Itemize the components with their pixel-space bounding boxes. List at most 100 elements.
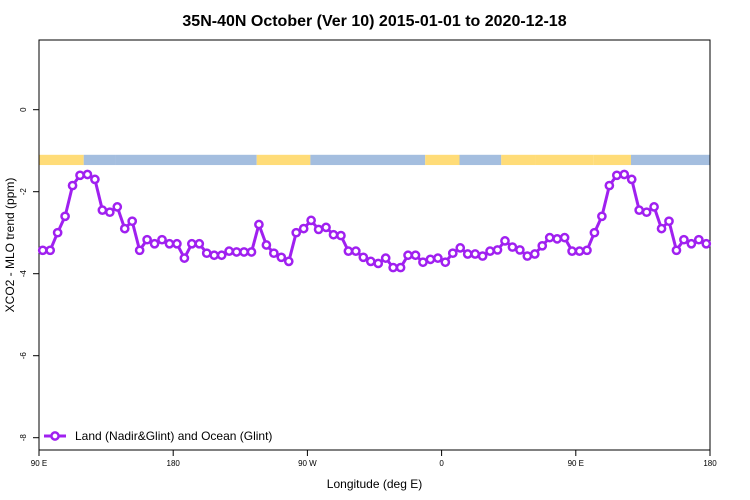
x-tick-label: 0: [439, 459, 444, 468]
data-point: [97, 205, 108, 215]
data-point: [373, 258, 384, 269]
data-point: [529, 249, 540, 259]
data-point: [649, 202, 659, 212]
data-point: [477, 251, 488, 261]
data-point: [179, 253, 190, 263]
data-point: [194, 238, 205, 249]
x-tick-label: 90 E: [568, 459, 584, 468]
y-axis-label: XCO2 - MLO trend (ppm): [3, 178, 17, 313]
y-tick-label: -2: [19, 188, 28, 196]
data-point: [537, 240, 548, 251]
data-point: [269, 248, 279, 259]
surface-band-land: [593, 154, 631, 166]
data-point: [216, 250, 227, 261]
x-tick-label: 180: [167, 459, 181, 468]
data-point: [403, 250, 413, 261]
data-point: [567, 246, 577, 256]
data-point: [328, 229, 339, 240]
data-point: [246, 247, 257, 257]
data-point: [686, 238, 697, 249]
y-tick-label: -6: [19, 352, 28, 360]
data-point: [172, 238, 182, 249]
x-tick-label: 90 E: [31, 459, 47, 468]
data-point: [276, 252, 287, 263]
y-axis: 0 -2 -4 -6 -8: [19, 107, 39, 441]
data-point: [313, 224, 324, 235]
data-point: [433, 253, 443, 263]
data-point: [112, 202, 123, 212]
data-point: [149, 238, 160, 249]
surface-band-ocean: [310, 154, 426, 166]
surface-band-land: [256, 154, 311, 166]
data-point: [75, 170, 85, 181]
series-layer: [37, 169, 712, 273]
data-point: [589, 227, 600, 238]
x-tick-label: 90 W: [298, 459, 317, 468]
data-point: [597, 211, 607, 222]
data-point: [470, 249, 480, 259]
surface-band-land: [501, 154, 536, 166]
data-point: [67, 180, 78, 191]
data-point: [321, 222, 331, 233]
data-point: [507, 242, 518, 252]
data-point: [261, 240, 272, 250]
surface-band-land: [535, 154, 594, 166]
data-point: [582, 245, 592, 256]
data-point: [634, 205, 645, 215]
data-point: [365, 256, 376, 267]
data-point: [336, 230, 346, 241]
surface-band-ocean: [630, 154, 710, 166]
data-point: [351, 246, 361, 256]
surface-band-land: [425, 154, 460, 166]
legend: Land (Nadir&Glint) and Ocean (Glint): [44, 429, 272, 443]
data-point: [574, 246, 585, 256]
data-point: [134, 245, 145, 256]
data-point: [224, 246, 234, 256]
data-point: [239, 247, 249, 257]
x-tick-label: 180: [703, 459, 717, 468]
data-point: [559, 232, 570, 243]
data-point: [641, 207, 652, 218]
data-point: [306, 215, 316, 226]
data-point: [619, 169, 630, 180]
surface-band-ocean: [83, 154, 116, 166]
data-point: [52, 227, 63, 238]
data-point: [82, 169, 93, 180]
data-point: [209, 250, 220, 261]
x-axis-label: Longitude (deg E): [327, 477, 422, 491]
data-point: [142, 234, 152, 245]
data-point: [418, 257, 428, 268]
data-point: [410, 250, 421, 261]
data-point: [343, 246, 354, 256]
data-point: [60, 211, 70, 222]
data-point: [544, 232, 555, 243]
surface-band-ocean: [459, 154, 502, 166]
data-point: [671, 245, 682, 256]
data-point: [500, 236, 510, 246]
data-point: [492, 245, 503, 255]
surface-band-land: [39, 154, 84, 166]
x-axis: 90 E 180 90 W 0 90 E 180: [31, 450, 717, 468]
data-point: [380, 253, 391, 263]
data-point: [552, 234, 563, 244]
data-point: [462, 249, 473, 259]
data-point: [291, 227, 302, 238]
data-point: [604, 180, 615, 191]
y-tick-label: -8: [19, 434, 28, 442]
data-point: [693, 234, 704, 245]
data-point: [455, 243, 466, 253]
data-point: [664, 216, 674, 227]
data-point: [157, 234, 167, 245]
data-point: [37, 245, 48, 256]
data-point: [425, 254, 436, 265]
data-point: [388, 262, 398, 273]
data-point: [45, 245, 56, 256]
data-point: [447, 248, 458, 259]
y-tick-label: 0: [19, 107, 28, 112]
data-point: [164, 238, 175, 249]
data-point: [701, 238, 712, 249]
data-point: [201, 248, 212, 259]
y-tick-label: -4: [19, 270, 28, 278]
data-point: [656, 223, 667, 234]
